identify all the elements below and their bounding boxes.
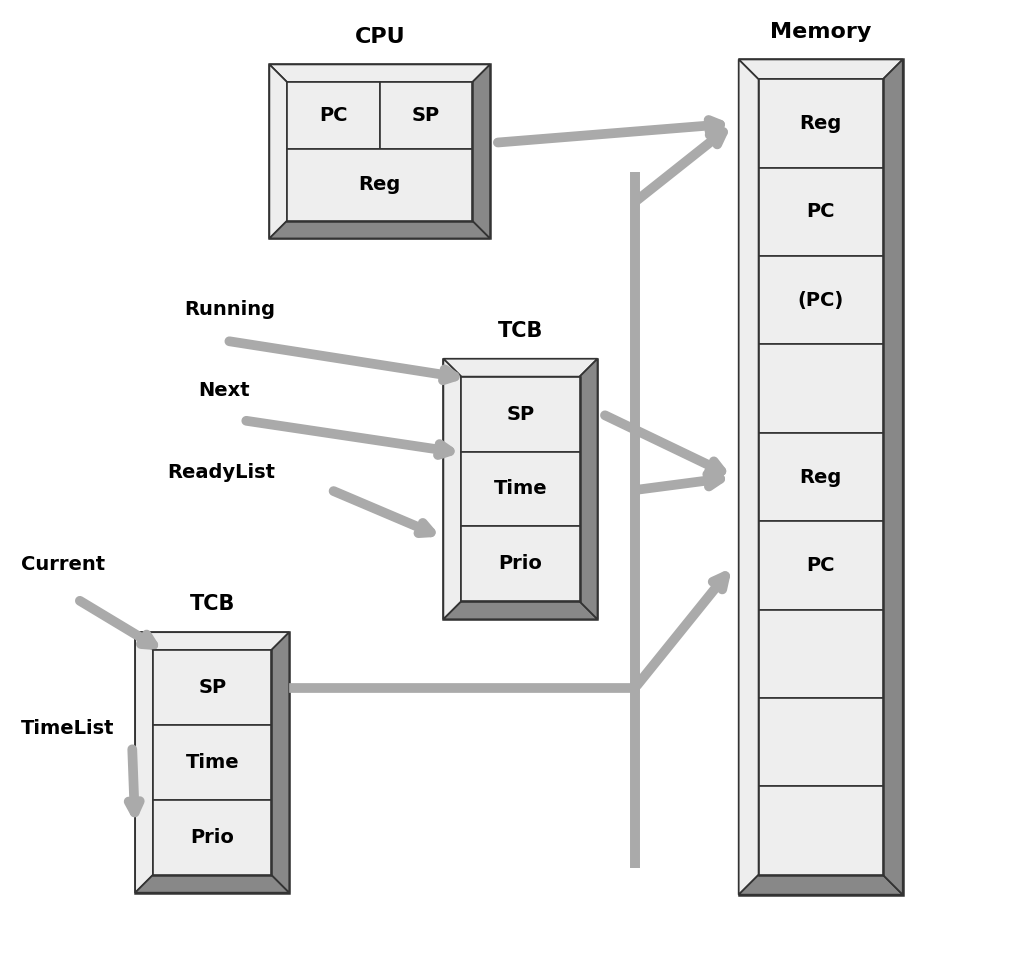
Bar <box>758 79 883 168</box>
Text: Prio: Prio <box>190 828 234 847</box>
Polygon shape <box>135 632 153 893</box>
Polygon shape <box>272 632 289 893</box>
Polygon shape <box>883 60 903 895</box>
Text: TimeList: TimeList <box>20 719 114 739</box>
Polygon shape <box>579 359 598 619</box>
Polygon shape <box>739 60 903 79</box>
Text: Current: Current <box>20 555 105 574</box>
Text: SP: SP <box>506 404 534 424</box>
Text: Prio: Prio <box>499 554 543 573</box>
Text: PC: PC <box>320 106 348 125</box>
Bar <box>461 527 579 602</box>
Bar <box>461 451 579 527</box>
Text: TCB: TCB <box>498 320 544 341</box>
Polygon shape <box>739 60 758 895</box>
Bar <box>153 800 272 874</box>
Polygon shape <box>444 602 598 619</box>
Text: Reg: Reg <box>358 175 401 194</box>
Text: Memory: Memory <box>770 21 871 42</box>
Text: Reg: Reg <box>799 468 842 487</box>
Text: Time: Time <box>494 480 548 498</box>
Bar <box>135 632 289 893</box>
Text: ReadyList: ReadyList <box>167 462 275 482</box>
Bar <box>380 82 472 149</box>
Bar <box>758 786 883 874</box>
Text: Next: Next <box>197 381 249 400</box>
Bar <box>287 82 472 221</box>
Bar <box>444 359 598 619</box>
Bar <box>153 650 272 874</box>
Polygon shape <box>472 64 490 238</box>
Text: TCB: TCB <box>189 594 235 615</box>
Bar <box>287 82 380 149</box>
Bar <box>461 377 579 602</box>
Bar <box>739 60 903 895</box>
Bar <box>758 168 883 256</box>
Polygon shape <box>135 874 289 893</box>
Bar <box>758 79 883 874</box>
Bar <box>153 650 272 725</box>
Bar <box>461 377 579 451</box>
Bar <box>758 698 883 786</box>
Bar <box>758 345 883 433</box>
Text: PC: PC <box>806 202 835 222</box>
Text: SP: SP <box>412 106 440 125</box>
Bar <box>758 522 883 610</box>
Polygon shape <box>739 874 903 895</box>
Polygon shape <box>444 359 461 619</box>
Bar <box>758 256 883 345</box>
Polygon shape <box>270 221 490 238</box>
Text: Running: Running <box>184 300 275 319</box>
Text: Time: Time <box>185 753 239 772</box>
Bar <box>758 610 883 698</box>
Bar <box>758 433 883 522</box>
Text: (PC): (PC) <box>797 291 844 310</box>
Text: PC: PC <box>806 556 835 574</box>
Text: CPU: CPU <box>354 26 405 47</box>
Text: Reg: Reg <box>799 114 842 133</box>
Bar <box>153 725 272 800</box>
Polygon shape <box>270 64 490 82</box>
Polygon shape <box>270 64 287 238</box>
Bar <box>270 64 490 238</box>
Text: SP: SP <box>199 678 226 697</box>
Bar <box>287 149 472 221</box>
Polygon shape <box>135 632 289 650</box>
Polygon shape <box>444 359 598 377</box>
